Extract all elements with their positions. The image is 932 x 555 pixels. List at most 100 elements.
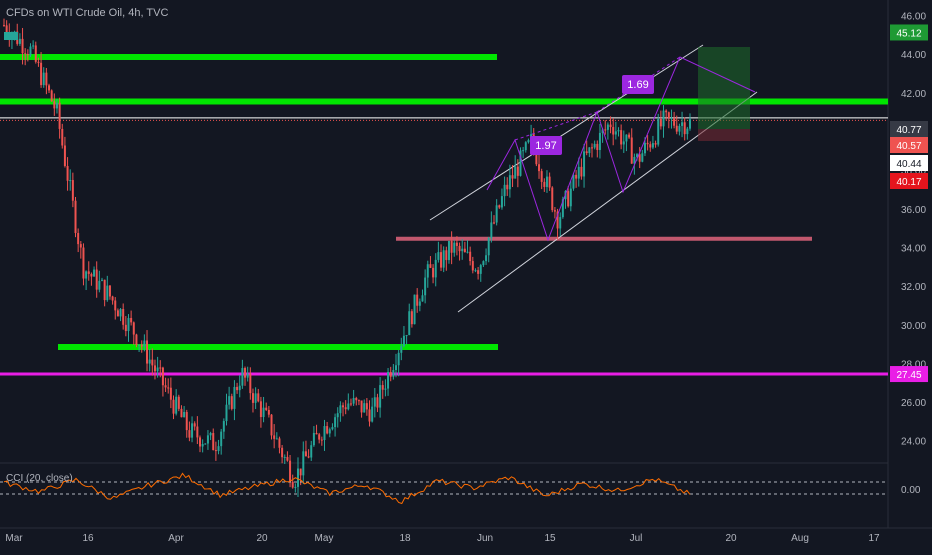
candle-body bbox=[503, 184, 506, 197]
candle-body bbox=[646, 142, 649, 145]
price-label: 40.77 bbox=[896, 125, 921, 136]
candle-body bbox=[278, 438, 281, 448]
candle-body bbox=[45, 72, 48, 86]
candle-body bbox=[442, 250, 445, 268]
candle-body bbox=[267, 409, 270, 415]
candle-body bbox=[580, 166, 583, 177]
price-label-box bbox=[890, 155, 928, 171]
candle-body bbox=[347, 403, 350, 410]
candle-body bbox=[34, 45, 37, 62]
candle-body bbox=[556, 211, 559, 229]
target-box bbox=[698, 47, 750, 129]
candle-body bbox=[140, 344, 143, 347]
candle-body bbox=[461, 248, 464, 252]
candle-body bbox=[111, 296, 114, 301]
candle-body bbox=[450, 240, 453, 253]
candle-body bbox=[633, 156, 636, 164]
candle-body bbox=[63, 145, 66, 166]
candle-body bbox=[191, 423, 194, 438]
candle-body bbox=[5, 25, 8, 34]
candle-body bbox=[402, 335, 405, 347]
candle-body bbox=[108, 285, 111, 297]
candle-body bbox=[365, 403, 368, 410]
candle-body bbox=[310, 445, 313, 458]
candle-body bbox=[257, 393, 260, 402]
candle-body bbox=[82, 247, 85, 279]
candle-body bbox=[169, 387, 172, 400]
candle-body bbox=[188, 430, 191, 438]
candle-body bbox=[342, 405, 345, 408]
candle-body bbox=[418, 301, 421, 306]
candle-body bbox=[302, 451, 305, 476]
candle-body bbox=[604, 129, 607, 131]
candle-body bbox=[548, 176, 551, 188]
candle-body bbox=[397, 352, 400, 366]
candle-body bbox=[643, 142, 646, 154]
candle-body bbox=[675, 125, 678, 132]
candle-body bbox=[596, 143, 599, 150]
candle-body bbox=[601, 129, 604, 133]
candle-body bbox=[569, 188, 572, 207]
candle-body bbox=[193, 423, 196, 427]
candle-body bbox=[90, 273, 93, 277]
candle-body bbox=[222, 421, 225, 432]
candle-body bbox=[416, 294, 419, 306]
candle-body bbox=[304, 451, 307, 457]
candle-body bbox=[259, 401, 262, 418]
candle-body bbox=[474, 270, 477, 272]
candle-body bbox=[490, 222, 493, 238]
x-tick-label: 20 bbox=[256, 533, 268, 544]
price-label: 40.44 bbox=[896, 159, 921, 170]
candle-body bbox=[376, 397, 379, 408]
candle-body bbox=[665, 110, 668, 113]
candle-body bbox=[246, 373, 249, 378]
candle-body bbox=[477, 270, 480, 274]
candle-body bbox=[146, 340, 149, 364]
candle-body bbox=[524, 142, 527, 151]
candle-body bbox=[217, 446, 220, 452]
price-label: 45.12 bbox=[896, 28, 921, 39]
candle-body bbox=[281, 447, 284, 458]
candle-body bbox=[124, 324, 127, 332]
candle-body bbox=[238, 385, 241, 391]
candle-body bbox=[540, 171, 543, 182]
candle-body bbox=[40, 62, 43, 86]
candle-body bbox=[591, 147, 593, 149]
y-tick-label: 42.00 bbox=[901, 89, 926, 100]
candle-body bbox=[577, 166, 580, 179]
candle-body bbox=[228, 396, 231, 405]
candle-body bbox=[159, 367, 162, 369]
candle-body bbox=[686, 128, 689, 135]
candle-body bbox=[673, 117, 676, 126]
candle-body bbox=[161, 367, 164, 386]
candle-body bbox=[453, 242, 456, 253]
candle-body bbox=[119, 309, 122, 317]
candle-body bbox=[585, 151, 588, 154]
candle-body bbox=[180, 408, 183, 418]
candle-body bbox=[437, 252, 440, 260]
candle-body bbox=[328, 429, 331, 434]
y-tick-label: 36.00 bbox=[901, 205, 926, 216]
candle-body bbox=[225, 404, 228, 422]
candle-body bbox=[575, 174, 578, 179]
candle-body bbox=[588, 147, 591, 154]
candle-body bbox=[29, 46, 32, 56]
ratio-line-1 bbox=[514, 111, 598, 141]
candle-body bbox=[98, 280, 101, 290]
candle-body bbox=[516, 166, 519, 176]
candle-body bbox=[458, 245, 461, 252]
candle-body bbox=[275, 438, 278, 440]
candle-body bbox=[683, 122, 686, 135]
candle-body bbox=[183, 412, 186, 418]
candle-body bbox=[175, 396, 178, 414]
candle-body bbox=[130, 317, 133, 323]
candle-body bbox=[471, 261, 474, 271]
price-label: 40.17 bbox=[896, 177, 921, 188]
candle-body bbox=[522, 150, 525, 152]
cci-tick-label: 0.00 bbox=[901, 485, 921, 496]
candle-body bbox=[220, 431, 223, 447]
candle-body bbox=[331, 427, 334, 430]
candle-body bbox=[103, 279, 106, 301]
candle-body bbox=[262, 407, 265, 418]
